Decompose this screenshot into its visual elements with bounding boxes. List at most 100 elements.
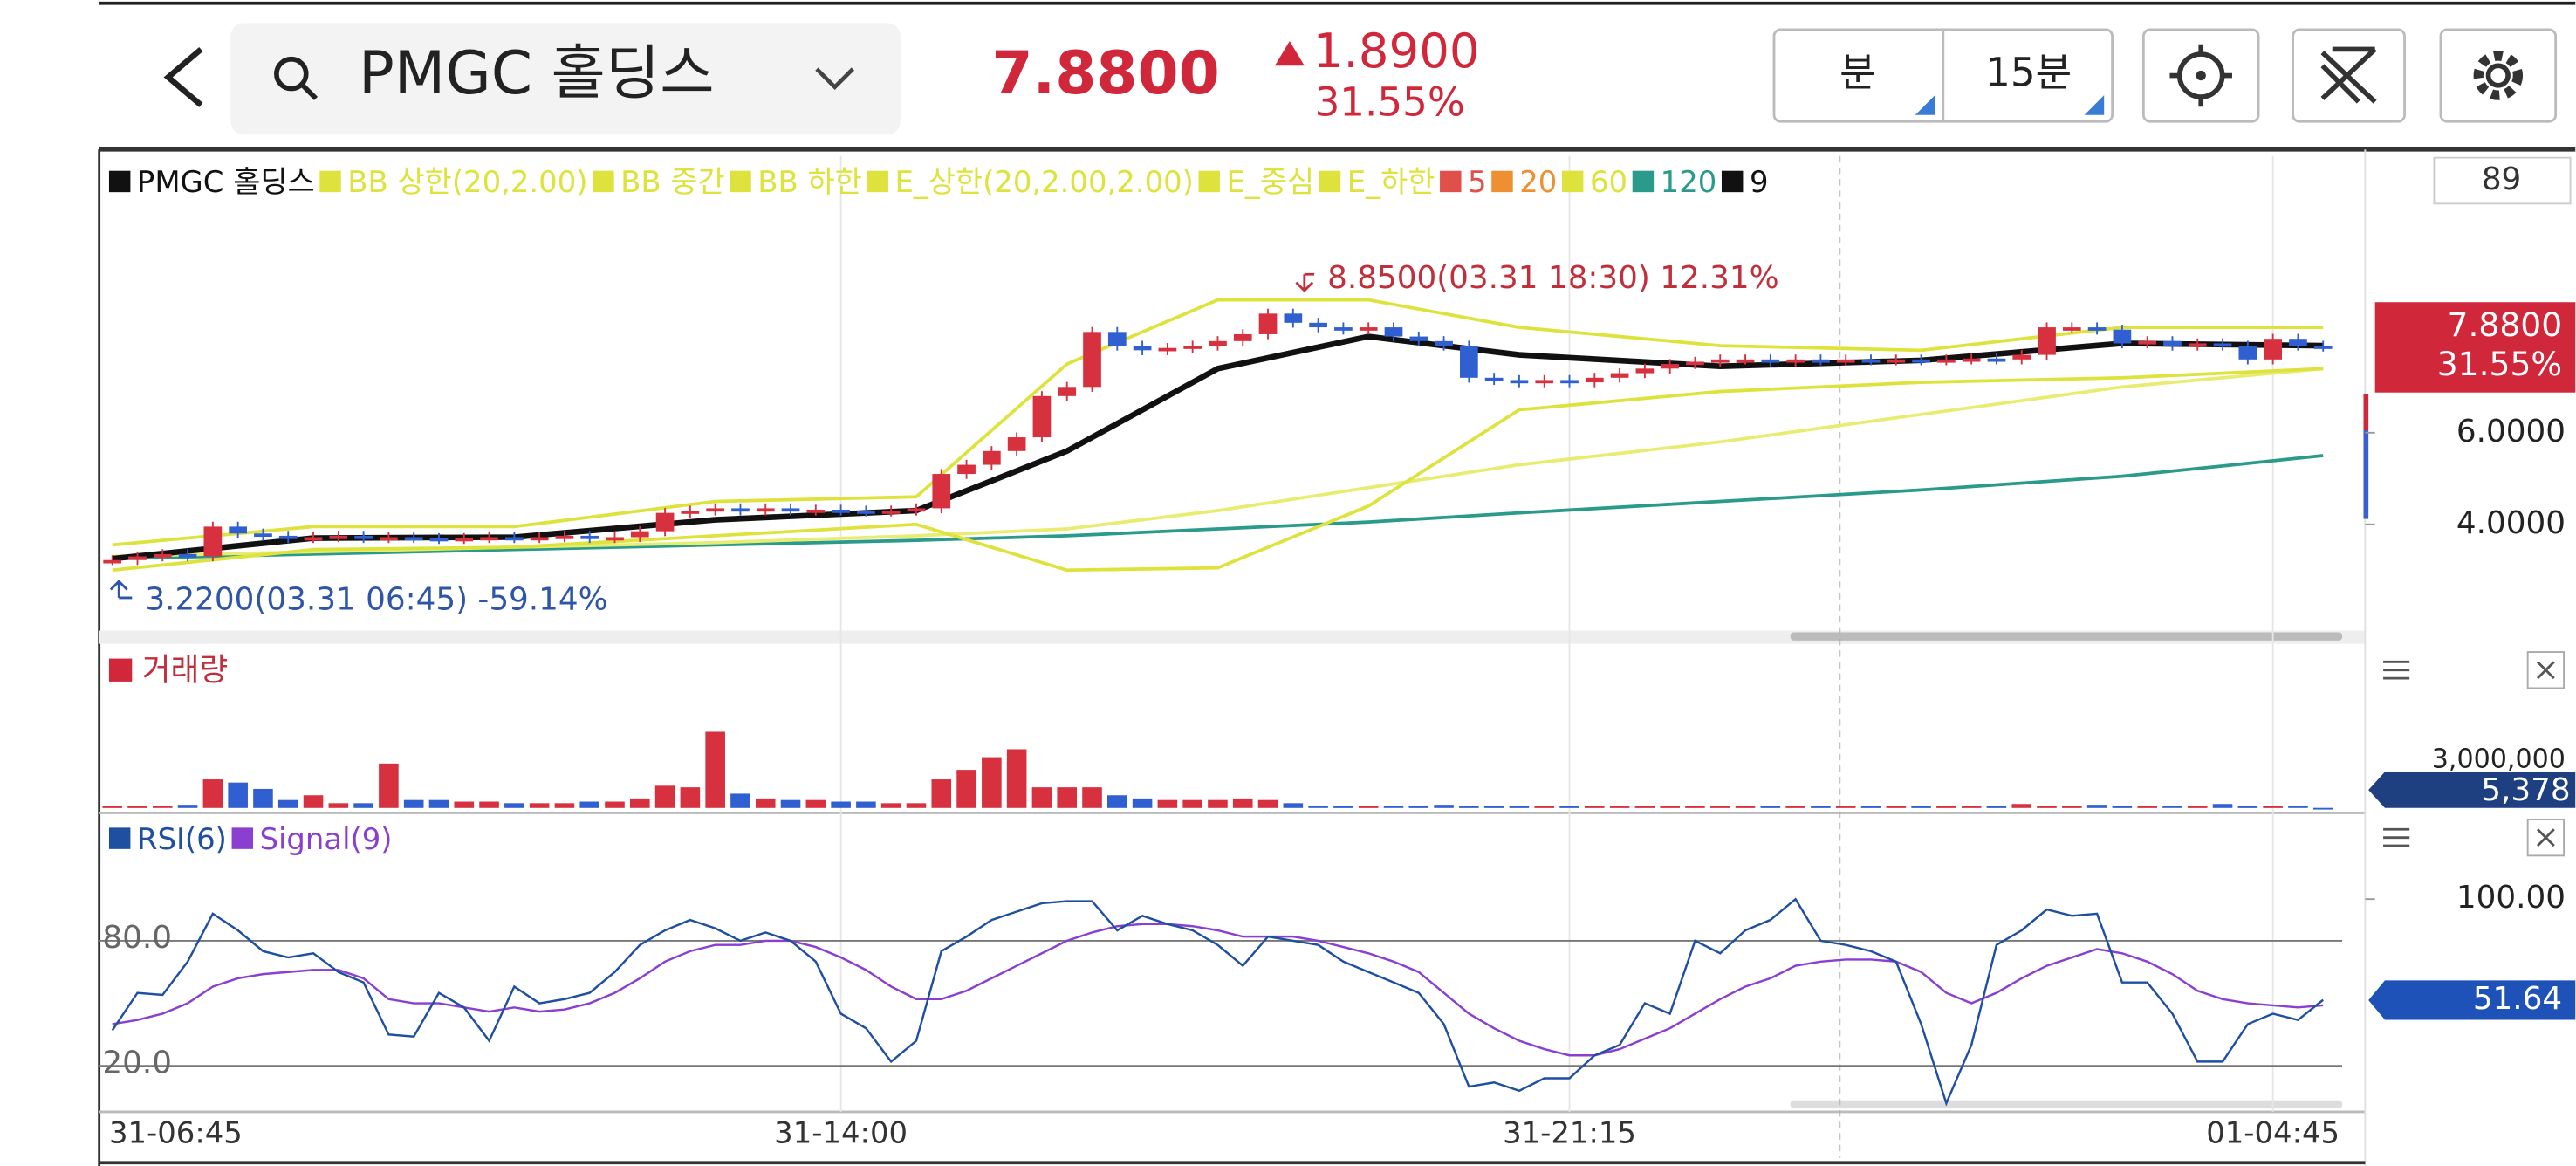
y-tick-label: 3,000,000 (2432, 744, 2566, 775)
low-arrow (109, 580, 133, 600)
volume-bar (1257, 799, 1278, 808)
legend-swatch (1491, 170, 1513, 193)
settings-button[interactable] (2439, 28, 2558, 123)
volume-bar (1735, 806, 1756, 808)
candle (2238, 346, 2257, 360)
volume-bar (654, 785, 675, 808)
volume-bar (403, 799, 424, 808)
volume-bar (1609, 806, 1630, 808)
legend-swatch (1632, 170, 1655, 193)
candle (907, 508, 926, 512)
volume-bar (1559, 806, 1579, 808)
candle (530, 537, 549, 541)
candle (1736, 359, 1755, 363)
scrollbar[interactable] (1790, 1100, 2343, 1109)
volume-bar (2312, 807, 2333, 810)
volume-bar (1157, 799, 1178, 808)
candle (1661, 364, 1680, 369)
volume-bar (1660, 806, 1680, 808)
candle (1535, 380, 1554, 384)
volume-bar (1483, 806, 1504, 808)
legend-label: E_상한(20,2.00,2.00) (894, 165, 1193, 199)
candle (1409, 336, 1428, 341)
draw-icon (2320, 46, 2377, 104)
volume-bar (554, 803, 575, 808)
volume-bar (102, 806, 122, 808)
symbol-name: PMGC 홀딩스 (359, 38, 715, 107)
interval-button[interactable]: 15분 (1985, 50, 2072, 96)
volume-bar (2187, 806, 2208, 808)
indicator-line (112, 298, 2324, 547)
volume-bar (202, 779, 223, 808)
volume-bar (2237, 806, 2258, 808)
legend-label: E_중심 (1227, 165, 1315, 199)
volume-bar (755, 798, 776, 808)
volume-bar (605, 801, 625, 808)
volume-bar (1283, 803, 1304, 808)
volume-bar (956, 770, 976, 808)
panel-menu[interactable] (2383, 660, 2410, 680)
candle (1710, 359, 1730, 363)
search-icon (274, 56, 309, 92)
y-tick-label: 6.0000 (2456, 414, 2566, 449)
scrollbar[interactable] (1790, 632, 2343, 641)
dropdown-chevron[interactable] (815, 67, 855, 91)
volume-bar (1434, 805, 1454, 808)
legend-label: 9 (1750, 165, 1769, 199)
legend-label: E_하한 (1347, 165, 1435, 199)
legend-swatch (730, 170, 751, 193)
candle (1158, 347, 1177, 352)
legend-swatch (108, 170, 131, 193)
legend-label: Signal(9) (260, 822, 393, 856)
candle (806, 509, 826, 513)
volume-bar (1333, 806, 1353, 808)
candle (304, 537, 323, 541)
panel-menu[interactable] (2383, 827, 2410, 847)
search-icon-handle (300, 83, 319, 100)
volume-bar (353, 803, 373, 808)
candle (1937, 359, 1956, 363)
legend-label: 60 (1590, 165, 1627, 199)
bar-count: 89 (2482, 161, 2522, 197)
legend-swatch (231, 827, 254, 849)
legend-swatch (108, 827, 131, 849)
volume-bar (2062, 806, 2082, 808)
volume-bar (1835, 806, 1856, 808)
candle (254, 533, 272, 538)
candle (2264, 339, 2282, 360)
volume-bar (1408, 806, 1429, 808)
unit-button[interactable]: 분 (1840, 50, 1876, 96)
volume-bar (1860, 806, 1881, 808)
candle (2313, 346, 2333, 349)
high-note: 8.8500(03.31 18:30) 12.31% (1327, 260, 1778, 296)
panel-close[interactable] (2526, 819, 2566, 857)
volume-bar (730, 793, 750, 808)
back-button[interactable] (163, 46, 203, 107)
search-box[interactable] (230, 23, 901, 135)
candle (706, 508, 725, 512)
crosshair-icon-dot (2196, 70, 2206, 81)
candle (480, 537, 498, 541)
candle (555, 535, 574, 539)
rsi-line (111, 897, 2324, 1107)
candle (1233, 333, 1252, 341)
volume-bar (1182, 799, 1202, 808)
volume-bar (680, 787, 701, 808)
candle (1812, 359, 1830, 363)
y-tick-label: 4.0000 (2456, 505, 2566, 541)
volume-bar (630, 798, 650, 808)
volume-badge (2368, 772, 2576, 808)
low-note: 3.2200(03.31 06:45) -59.14% (145, 582, 607, 618)
candle (1836, 359, 1855, 363)
volume-bar (805, 799, 826, 808)
volume-legend: 거래량 (142, 653, 229, 689)
volume-bar (253, 788, 273, 808)
candle (2213, 343, 2232, 347)
corner-mark (1915, 95, 1935, 115)
signal-line (112, 923, 2324, 1057)
bar-count-box (2433, 156, 2572, 205)
candle (278, 535, 298, 539)
volume-bar (1936, 806, 1956, 808)
candle (1309, 322, 1327, 328)
candle (781, 508, 800, 512)
